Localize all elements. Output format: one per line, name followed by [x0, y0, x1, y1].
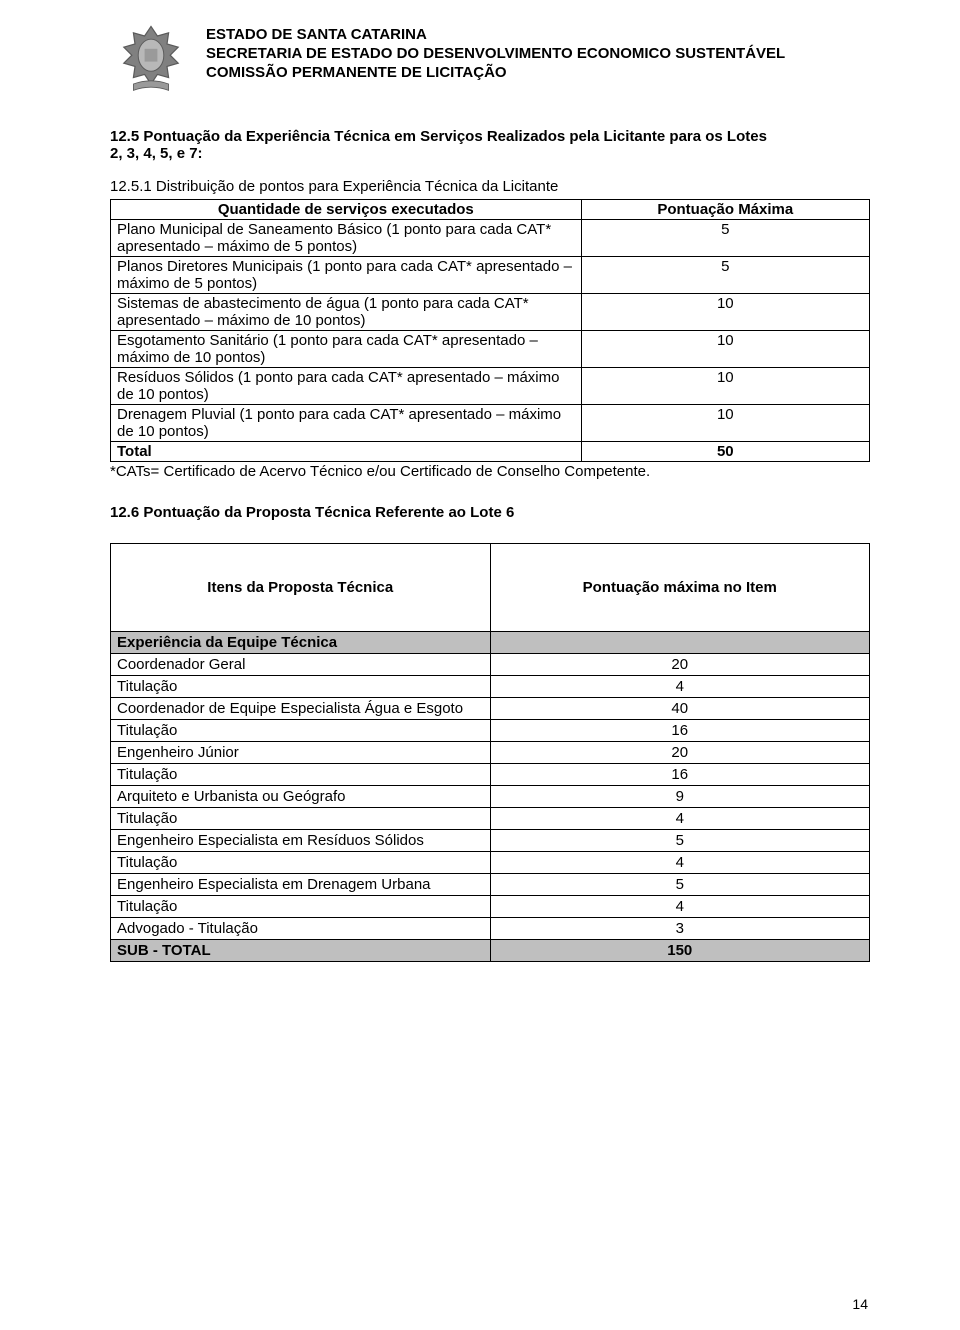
total-value: 50 — [581, 442, 869, 462]
table-row: Titulação 4 — [111, 896, 870, 918]
table-row: Engenheiro Especialista em Resíduos Sóli… — [111, 830, 870, 852]
row-label: Drenagem Pluvial (1 ponto para cada CAT*… — [111, 405, 582, 442]
header-text: ESTADO DE SANTA CATARINA SECRETARIA DE E… — [206, 20, 785, 82]
row-value: 10 — [581, 368, 869, 405]
row-label: Titulação — [111, 808, 491, 830]
row-value: 20 — [490, 742, 870, 764]
row-value: 4 — [490, 852, 870, 874]
page-number: 14 — [852, 1296, 868, 1312]
table-row: Coordenador de Equipe Especialista Água … — [111, 698, 870, 720]
table-126: Itens da Proposta Técnica Pontuação máxi… — [110, 543, 870, 962]
footnote-cats: *CATs= Certificado de Acervo Técnico e/o… — [110, 463, 870, 480]
table-row: Resíduos Sólidos (1 ponto para cada CAT*… — [111, 368, 870, 405]
row-value: 10 — [581, 331, 869, 368]
crest-icon — [110, 20, 192, 100]
row-value: 10 — [581, 405, 869, 442]
table-125: Quantidade de serviços executados Pontua… — [110, 199, 870, 462]
row-label: Titulação — [111, 852, 491, 874]
section-125-title-l1: 12.5 Pontuação da Experiência Técnica em… — [110, 128, 767, 145]
t2-head-left: Itens da Proposta Técnica — [111, 544, 491, 632]
table-row: Titulação 4 — [111, 852, 870, 874]
table-row: Planos Diretores Municipais (1 ponto par… — [111, 257, 870, 294]
row-label: Titulação — [111, 676, 491, 698]
table-row: Plano Municipal de Saneamento Básico (1 … — [111, 220, 870, 257]
table-125-total-row: Total 50 — [111, 442, 870, 462]
row-value: 10 — [581, 294, 869, 331]
page-header: ESTADO DE SANTA CATARINA SECRETARIA DE E… — [110, 20, 870, 100]
row-label: Advogado - Titulação — [111, 918, 491, 940]
row-value: 20 — [490, 654, 870, 676]
section-125-title-l2: 2, 3, 4, 5, e 7: — [110, 145, 203, 162]
row-label: Coordenador de Equipe Especialista Água … — [111, 698, 491, 720]
row-label: Sistemas de abastecimento de água (1 pon… — [111, 294, 582, 331]
table-row: Esgotamento Sanitário (1 ponto para cada… — [111, 331, 870, 368]
row-label: Esgotamento Sanitário (1 ponto para cada… — [111, 331, 582, 368]
subtotal-label: SUB - TOTAL — [111, 940, 491, 962]
row-label: Plano Municipal de Saneamento Básico (1 … — [111, 220, 582, 257]
header-line1: ESTADO DE SANTA CATARINA — [206, 26, 785, 45]
row-value: 3 — [490, 918, 870, 940]
row-value: 5 — [490, 874, 870, 896]
row-label: Engenheiro Especialista em Drenagem Urba… — [111, 874, 491, 896]
group-label: Experiência da Equipe Técnica — [111, 632, 491, 654]
row-value: 5 — [490, 830, 870, 852]
table-row: Titulação 4 — [111, 808, 870, 830]
table-row: Arquiteto e Urbanista ou Geógrafo 9 — [111, 786, 870, 808]
subtotal-value: 150 — [490, 940, 870, 962]
header-line2: SECRETARIA DE ESTADO DO DESENVOLVIMENTO … — [206, 45, 785, 64]
col-header-right: Pontuação Máxima — [581, 200, 869, 220]
row-value: 5 — [581, 220, 869, 257]
table-row: Titulação 16 — [111, 720, 870, 742]
header-line3: COMISSÃO PERMANENTE DE LICITAÇÃO — [206, 64, 785, 83]
row-value: 40 — [490, 698, 870, 720]
table-row: Titulação 4 — [111, 676, 870, 698]
row-value: 5 — [581, 257, 869, 294]
row-label: Engenheiro Especialista em Resíduos Sóli… — [111, 830, 491, 852]
t2-head-right: Pontuação máxima no Item — [490, 544, 870, 632]
section-1251-sub: 12.5.1 Distribuição de pontos para Exper… — [110, 178, 870, 195]
row-label: Coordenador Geral — [111, 654, 491, 676]
group-empty — [490, 632, 870, 654]
table-row: Drenagem Pluvial (1 ponto para cada CAT*… — [111, 405, 870, 442]
row-label: Engenheiro Júnior — [111, 742, 491, 764]
section-126-title: 12.6 Pontuação da Proposta Técnica Refer… — [110, 504, 870, 521]
row-label: Titulação — [111, 764, 491, 786]
row-label: Resíduos Sólidos (1 ponto para cada CAT*… — [111, 368, 582, 405]
col-header-left: Quantidade de serviços executados — [111, 200, 582, 220]
row-label: Titulação — [111, 896, 491, 918]
table-row: Titulação 16 — [111, 764, 870, 786]
row-value: 16 — [490, 764, 870, 786]
table-126-header-row: Itens da Proposta Técnica Pontuação máxi… — [111, 544, 870, 632]
table-row: Advogado - Titulação 3 — [111, 918, 870, 940]
section-125-title: 12.5 Pontuação da Experiência Técnica em… — [110, 128, 870, 162]
table-row: Coordenador Geral 20 — [111, 654, 870, 676]
table-row: Sistemas de abastecimento de água (1 pon… — [111, 294, 870, 331]
row-label: Planos Diretores Municipais (1 ponto par… — [111, 257, 582, 294]
table-126-group-row: Experiência da Equipe Técnica — [111, 632, 870, 654]
row-value: 16 — [490, 720, 870, 742]
table-125-header-row: Quantidade de serviços executados Pontua… — [111, 200, 870, 220]
row-value: 4 — [490, 808, 870, 830]
row-label: Titulação — [111, 720, 491, 742]
row-value: 4 — [490, 676, 870, 698]
total-label: Total — [111, 442, 582, 462]
table-row: Engenheiro Especialista em Drenagem Urba… — [111, 874, 870, 896]
row-value: 4 — [490, 896, 870, 918]
table-row: Engenheiro Júnior 20 — [111, 742, 870, 764]
row-value: 9 — [490, 786, 870, 808]
row-label: Arquiteto e Urbanista ou Geógrafo — [111, 786, 491, 808]
table-126-subtotal-row: SUB - TOTAL 150 — [111, 940, 870, 962]
